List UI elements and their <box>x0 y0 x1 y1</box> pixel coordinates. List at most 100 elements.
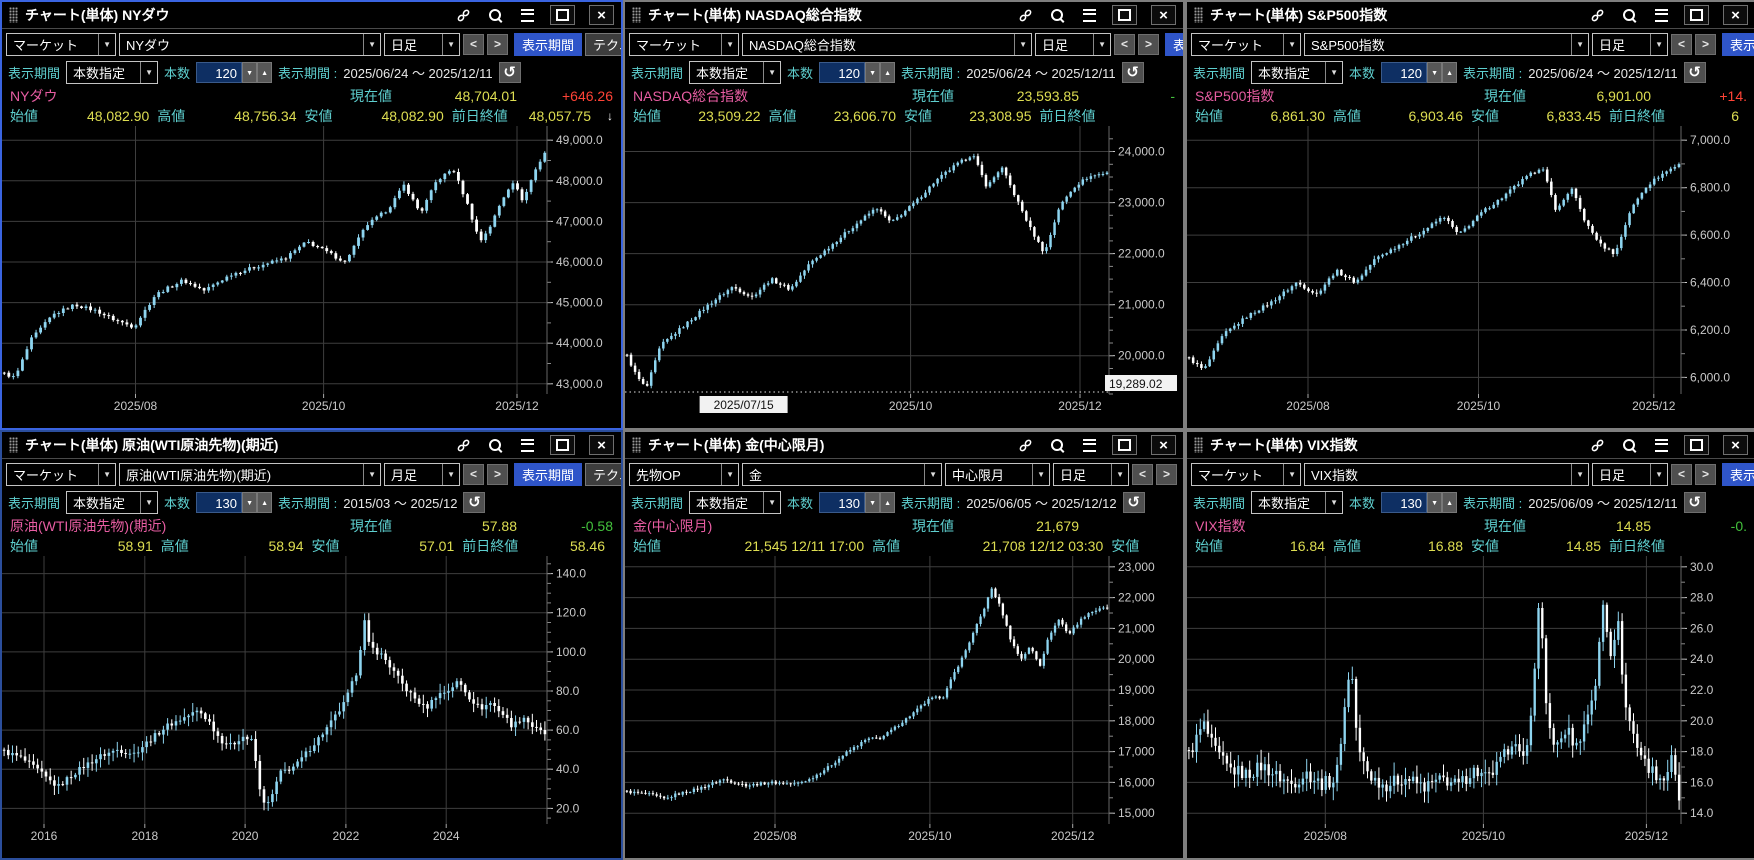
titlebar[interactable]: チャート(単体) NYダウ × <box>2 2 621 29</box>
count-mode-select[interactable]: 本数指定 ▼ <box>66 60 159 84</box>
timeframe-select[interactable]: 月足 ▼ <box>384 462 460 486</box>
menu-icon[interactable] <box>518 7 536 24</box>
market-select[interactable]: マーケット ▼ <box>629 32 739 56</box>
menu-icon[interactable] <box>1652 7 1670 24</box>
candlestick-chart[interactable]: 2025/08 2025/10 2025/12 23,000 22,000 21,000 2… <box>625 556 1183 858</box>
instrument-select[interactable]: VIX指数 ▼ <box>1304 462 1589 486</box>
link-icon[interactable] <box>1588 437 1606 454</box>
count-up-button[interactable]: ▲ <box>257 61 273 83</box>
display-period-button[interactable]: 表示期間 <box>1722 462 1754 486</box>
link-icon[interactable] <box>454 437 472 454</box>
market-select[interactable]: マーケット ▼ <box>6 462 116 486</box>
maximize-button[interactable] <box>1112 435 1137 455</box>
count-down-button[interactable]: ▼ <box>1427 61 1443 83</box>
reload-button[interactable]: ↺ <box>1683 491 1706 513</box>
next-button[interactable]: > <box>1156 463 1177 485</box>
prev-button[interactable]: < <box>1671 33 1692 55</box>
bar-count-value[interactable]: 120 <box>819 61 866 83</box>
count-down-button[interactable]: ▼ <box>865 491 881 513</box>
reload-button[interactable]: ↺ <box>1121 61 1144 83</box>
count-mode-select[interactable]: 本数指定 ▼ <box>1251 60 1344 84</box>
titlebar[interactable]: チャート(単体) NASDAQ総合指数 × <box>625 2 1183 29</box>
maximize-button[interactable] <box>1684 5 1709 25</box>
close-button[interactable]: × <box>589 435 614 455</box>
maximize-button[interactable] <box>1684 435 1709 455</box>
link-icon[interactable] <box>454 7 472 24</box>
prev-button[interactable]: < <box>1114 33 1135 55</box>
display-period-button[interactable]: 表示期間 <box>1722 32 1754 56</box>
search-icon[interactable] <box>1048 7 1066 24</box>
search-icon[interactable] <box>1048 437 1066 454</box>
maximize-button[interactable] <box>550 435 575 455</box>
bar-count-value[interactable]: 120 <box>1381 61 1428 83</box>
titlebar[interactable]: チャート(単体) 原油(WTI原油先物)(期近) × <box>2 432 621 459</box>
titlebar[interactable]: チャート(単体) S&P500指数 × <box>1187 2 1754 29</box>
next-button[interactable]: > <box>1138 33 1159 55</box>
count-down-button[interactable]: ▼ <box>242 491 258 513</box>
search-icon[interactable] <box>1620 7 1638 24</box>
next-button[interactable]: > <box>487 33 508 55</box>
bar-count-value[interactable]: 130 <box>1381 491 1428 513</box>
display-period-button[interactable]: 表示期間 <box>514 462 583 486</box>
candlestick-chart[interactable]: 2016 2018 2020 2022 2024 140.0 120.0 100.0 80.0 6… <box>2 556 621 858</box>
next-button[interactable]: > <box>487 463 508 485</box>
next-button[interactable]: > <box>1695 33 1716 55</box>
prev-button[interactable]: < <box>1671 463 1692 485</box>
prev-button[interactable]: < <box>1132 463 1153 485</box>
count-up-button[interactable]: ▲ <box>1442 491 1458 513</box>
display-period-button[interactable]: 表示期間 <box>514 32 583 56</box>
timeframe-select[interactable]: 日足 ▼ <box>1592 462 1668 486</box>
candlestick-chart[interactable]: 2025/10 2025/12 24,000.0 23,000.0 22,000.0 21… <box>625 126 1183 428</box>
link-icon[interactable] <box>1016 437 1034 454</box>
market-select[interactable]: マーケット ▼ <box>1191 462 1301 486</box>
count-mode-select[interactable]: 本数指定 ▼ <box>66 490 159 514</box>
instrument-select[interactable]: S&P500指数 ▼ <box>1304 32 1589 56</box>
market-select[interactable]: マーケット ▼ <box>6 32 116 56</box>
instrument-select[interactable]: NYダウ ▼ <box>119 32 381 56</box>
maximize-button[interactable] <box>1112 5 1137 25</box>
count-down-button[interactable]: ▼ <box>242 61 258 83</box>
count-down-button[interactable]: ▼ <box>865 61 881 83</box>
count-down-button[interactable]: ▼ <box>1427 491 1443 513</box>
titlebar[interactable]: チャート(単体) VIX指数 × <box>1187 432 1754 459</box>
reload-button[interactable]: ↺ <box>498 61 521 83</box>
timeframe-select[interactable]: 日足 ▼ <box>1053 462 1129 486</box>
menu-icon[interactable] <box>1080 7 1098 24</box>
close-button[interactable]: × <box>589 5 614 25</box>
timeframe-select[interactable]: 日足 ▼ <box>384 32 460 56</box>
link-icon[interactable] <box>1588 7 1606 24</box>
bar-count-value[interactable]: 130 <box>819 491 866 513</box>
maximize-button[interactable] <box>550 5 575 25</box>
candlestick-chart[interactable]: 2025/08 2025/10 2025/12 30.0 28.0 26.0 24.0 22.… <box>1187 556 1754 858</box>
timeframe-select[interactable]: 日足 ▼ <box>1035 32 1111 56</box>
reload-button[interactable]: ↺ <box>1122 491 1145 513</box>
titlebar[interactable]: チャート(単体) 金(中心限月) × <box>625 432 1183 459</box>
bar-count-value[interactable]: 120 <box>196 61 243 83</box>
bar-count-value[interactable]: 130 <box>196 491 243 513</box>
link-icon[interactable] <box>1016 7 1034 24</box>
search-icon[interactable] <box>486 437 504 454</box>
scroll-down-icon[interactable]: ↓ <box>607 109 613 123</box>
count-up-button[interactable]: ▲ <box>880 61 896 83</box>
prev-button[interactable]: < <box>463 33 484 55</box>
display-period-button[interactable]: 表示期間 <box>1165 32 1183 56</box>
close-button[interactable]: × <box>1723 435 1748 455</box>
candlestick-chart[interactable]: 2025/08 2025/10 2025/12 7,000.0 6,800.0 6,600… <box>1187 126 1754 428</box>
close-button[interactable]: × <box>1723 5 1748 25</box>
reload-button[interactable]: ↺ <box>1683 61 1706 83</box>
instrument-select[interactable]: 金 ▼ <box>742 462 942 486</box>
reload-button[interactable]: ↺ <box>463 491 486 513</box>
market-select[interactable]: マーケット ▼ <box>1191 32 1301 56</box>
search-icon[interactable] <box>486 7 504 24</box>
count-mode-select[interactable]: 本数指定 ▼ <box>689 60 782 84</box>
count-up-button[interactable]: ▲ <box>1442 61 1458 83</box>
instrument-select[interactable]: 原油(WTI原油先物)(期近) ▼ <box>119 462 381 486</box>
count-mode-select[interactable]: 本数指定 ▼ <box>689 490 782 514</box>
prev-button[interactable]: < <box>463 463 484 485</box>
next-button[interactable]: > <box>1695 463 1716 485</box>
count-up-button[interactable]: ▲ <box>257 491 273 513</box>
count-up-button[interactable]: ▲ <box>880 491 896 513</box>
market-select[interactable]: 先物OP ▼ <box>629 462 739 486</box>
close-button[interactable]: × <box>1151 5 1176 25</box>
contract-select[interactable]: 中心限月 ▼ <box>945 462 1050 486</box>
